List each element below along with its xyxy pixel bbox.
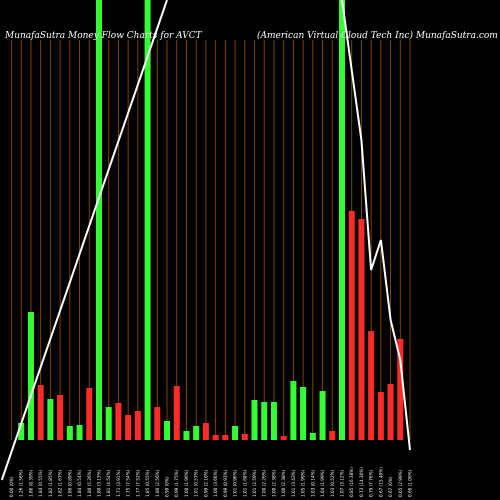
- money-flow-bar: [270, 402, 277, 440]
- money-flow-bar: [368, 331, 375, 440]
- money-flow-bar: [183, 431, 190, 440]
- money-flow-bar: [125, 415, 132, 440]
- x-tick-label: 1.00 (1.96%): [184, 469, 189, 497]
- money-flow-bar: [397, 339, 404, 440]
- x-tick-label: 1.26 (1.56%): [19, 469, 24, 497]
- money-flow-bar: [76, 425, 83, 440]
- money-flow-bar: [134, 411, 141, 440]
- x-tick-label: 0.73 (14.30%): [359, 467, 364, 497]
- x-tick-label: 1.03 (0.14%): [310, 469, 315, 497]
- x-tick-label: 1.01 (0.57%): [194, 469, 199, 497]
- x-tick-label: 1.80 (5.26%): [87, 469, 92, 497]
- money-flow-bar: [348, 211, 355, 440]
- money-flow-bar: [377, 392, 384, 440]
- x-tick-label: 1.86 (8.39%): [28, 469, 33, 497]
- money-flow-bar: [309, 433, 316, 440]
- x-tick-label: 1.01 (0.96%): [233, 469, 238, 497]
- bars: [18, 0, 404, 440]
- x-tick-label: 1.82 (1.85%): [48, 469, 53, 497]
- x-tick-label: 1.07 (3.12%): [339, 469, 344, 497]
- money-flow-bar: [115, 403, 122, 440]
- money-flow-bar: [290, 381, 297, 440]
- chart-title-left: MunafaSutra Money Flow Charts for AVCT: [4, 31, 203, 41]
- x-tick-label: 0.99 (0%): [165, 476, 170, 497]
- money-flow-bar: [144, 0, 151, 440]
- money-flow-bar: [222, 435, 229, 440]
- x-tick-label: 0.79 (7.76%): [369, 469, 374, 497]
- x-tick-label: 0.00 (0%): [9, 476, 14, 497]
- money-flow-bar: [232, 426, 239, 440]
- money-flow-bar: [300, 387, 307, 440]
- x-tick-label: 1.01 (2.59%): [252, 469, 257, 497]
- x-tick-label: 0.66 (1.06%): [408, 469, 413, 497]
- x-tick-label: 1.01 (1.68%): [242, 469, 247, 497]
- x-tick-label: 1.82 (1.67%): [58, 469, 63, 497]
- x-tick-label: 0.67 (15.40%): [378, 467, 383, 497]
- x-tick-label: 1.84 (0.54%): [77, 469, 82, 497]
- money-flow-bar: [319, 391, 326, 440]
- x-tick-label: 1.05 (1.99%): [301, 469, 306, 497]
- x-tick-label: 1.80 (3.13%): [96, 469, 101, 497]
- money-flow-bar: [27, 312, 34, 440]
- x-tick-label: 1.00 (2.26%): [262, 469, 267, 497]
- money-flow-bar: [193, 426, 200, 440]
- money-flow-bar: [66, 426, 73, 440]
- money-flow-bar: [251, 400, 258, 440]
- x-tick-label: 0.99 (1.75%): [174, 469, 179, 497]
- price-line-end: [341, 0, 411, 451]
- money-flow-bar: [241, 434, 248, 440]
- x-tick-label: 1.81 (4.54%): [106, 469, 111, 497]
- x-tick-label: 1.01 (3.43%): [291, 469, 296, 497]
- money-flow-bar: [202, 423, 209, 440]
- money-flow-bar: [212, 435, 219, 440]
- money-flow-bar: [37, 385, 44, 440]
- x-tick-label: 1.00 (2.38%): [281, 469, 286, 497]
- money-flow-bar: [47, 399, 54, 440]
- x-tick-label: 1.85 (0.55%): [145, 469, 150, 497]
- money-flow-bar: [280, 436, 287, 440]
- x-tick-labels: 0.00 (0%) 1.26 (1.56%) 1.86 (8.39%) 1.84 (0…: [9, 467, 413, 497]
- money-flow-bar: [329, 431, 336, 440]
- x-tick-label: 0.65 (2.99%): [398, 469, 403, 497]
- money-flow-bar: [105, 407, 112, 440]
- x-tick-label: 1.71 (3.91%): [116, 469, 121, 497]
- money-flow-bar: [154, 407, 161, 440]
- x-tick-label: 0.85 (16.38%): [349, 467, 354, 497]
- x-tick-label: 1.77 (7.52%): [135, 469, 140, 497]
- money-flow-bar: [261, 402, 268, 440]
- money-flow-bar: [57, 395, 64, 440]
- x-tick-label: 0.99 (2.10%): [203, 469, 208, 497]
- x-tick-label: 1.80 (2.56%): [155, 469, 160, 497]
- x-tick-label: 1.03 (0.52%): [330, 469, 335, 497]
- money-flow-bar: [18, 423, 25, 440]
- x-tick-label: 1.00 (3.66%): [213, 469, 218, 497]
- money-flow-bar: [358, 219, 365, 440]
- x-tick-label: 1.86 (0.89%): [67, 469, 72, 497]
- money-flow-bar: [86, 388, 93, 440]
- money-flow-bar: [338, 0, 345, 440]
- price-line-start: [0, 0, 168, 481]
- chart-title-right: (American Virtual Cloud Tech Inc) Munafa…: [257, 30, 498, 41]
- x-tick-label: 1.04 (1.99%): [320, 469, 325, 497]
- money-flow-bar: [387, 384, 394, 440]
- x-tick-label: 1.75 (7.54%): [126, 469, 131, 497]
- price-line: [0, 0, 411, 481]
- money-flow-bar: [164, 421, 171, 440]
- x-tick-label: 0.67 (0%): [388, 476, 393, 497]
- money-flow-bar: [95, 0, 102, 440]
- money-flow-bar: [173, 386, 180, 440]
- x-tick-label: 1.84 (0.55%): [38, 469, 43, 497]
- x-tick-label: 1.00 (2.38%): [271, 469, 276, 497]
- x-tick-label: 0.99 (0.93%): [223, 469, 228, 497]
